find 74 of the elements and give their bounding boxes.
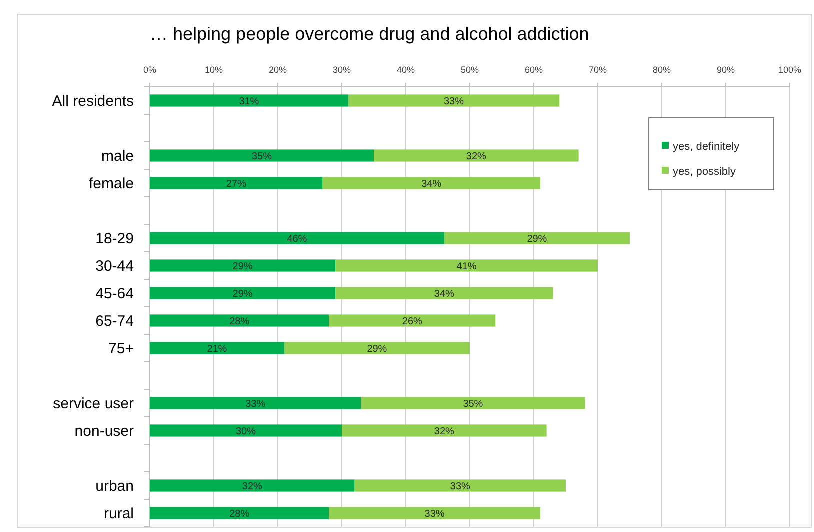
data-label: 33% [424,508,445,520]
bar [361,397,586,410]
data-label: 29% [232,261,253,272]
x-tick-label: 80% [652,65,672,75]
bar [342,424,547,437]
y-tick-label: All residents [52,93,134,110]
x-tick-label: 70% [588,65,608,75]
bar [354,480,566,492]
bar [322,177,540,190]
bar [284,342,470,354]
bar [150,232,444,244]
x-tick-label: 60% [524,65,544,75]
data-label: 21% [207,344,228,355]
x-tick-label: 50% [460,65,480,75]
data-label: 30% [236,426,256,438]
data-label: 31% [239,96,260,108]
x-tick-label: 30% [332,65,352,75]
bar [150,424,342,437]
bar [150,287,336,300]
data-label: 35% [252,151,272,162]
data-label: 33% [450,481,471,492]
data-label: 34% [434,288,455,300]
bar [336,287,554,300]
x-tick-label: 0% [143,65,157,75]
data-label: 35% [463,398,484,410]
y-tick-label: 18-29 [96,230,134,248]
data-label: 28% [230,508,250,520]
data-label: 41% [456,261,477,272]
bar [150,507,330,520]
y-tick-label: 30-44 [96,258,134,275]
data-label: 32% [434,426,455,438]
data-label: 28% [230,316,250,328]
bar [336,260,598,272]
data-label: 33% [246,398,266,410]
y-tick-label: rural [104,506,134,522]
y-tick-label: female [88,176,134,192]
data-label: 46% [287,234,308,245]
y-tick-label: male [101,148,134,165]
x-tick-label: 40% [396,65,416,75]
bar [329,507,540,520]
x-tick-label: 20% [268,65,288,75]
y-tick-label: 75+ [108,340,134,358]
legend-label: yes, possibly [673,166,736,178]
bar [150,150,374,162]
x-tick-label: 90% [716,65,736,75]
data-label: 32% [466,151,487,162]
y-tick-label: 65-74 [96,313,134,330]
bar [150,480,355,492]
legend-label: yes, definitely [673,140,740,153]
data-label: 29% [232,288,253,300]
bar [150,314,330,327]
bar [150,94,348,107]
bar [329,314,496,327]
y-tick-label: service user [53,396,134,412]
data-label: 33% [444,96,464,108]
chart-title: … helping people overcome drug and alcohol addiction [150,24,590,44]
bar [374,150,579,162]
data-label: 26% [402,316,423,328]
bar [150,342,284,354]
bar [150,177,323,190]
y-tick-label: urban [96,478,134,495]
x-tick-label: 100% [778,65,802,75]
bar [348,94,560,107]
data-label: 32% [242,481,263,492]
data-label: 34% [422,178,442,190]
data-label: 29% [367,344,388,355]
x-tick-label: 10% [204,65,224,75]
bar [444,232,630,244]
y-tick-label: 45-64 [96,286,134,302]
bar [150,397,362,410]
data-label: 27% [226,178,247,190]
data-label: 29% [527,234,548,245]
y-tick-label: non-user [74,423,134,440]
bar [150,260,336,272]
